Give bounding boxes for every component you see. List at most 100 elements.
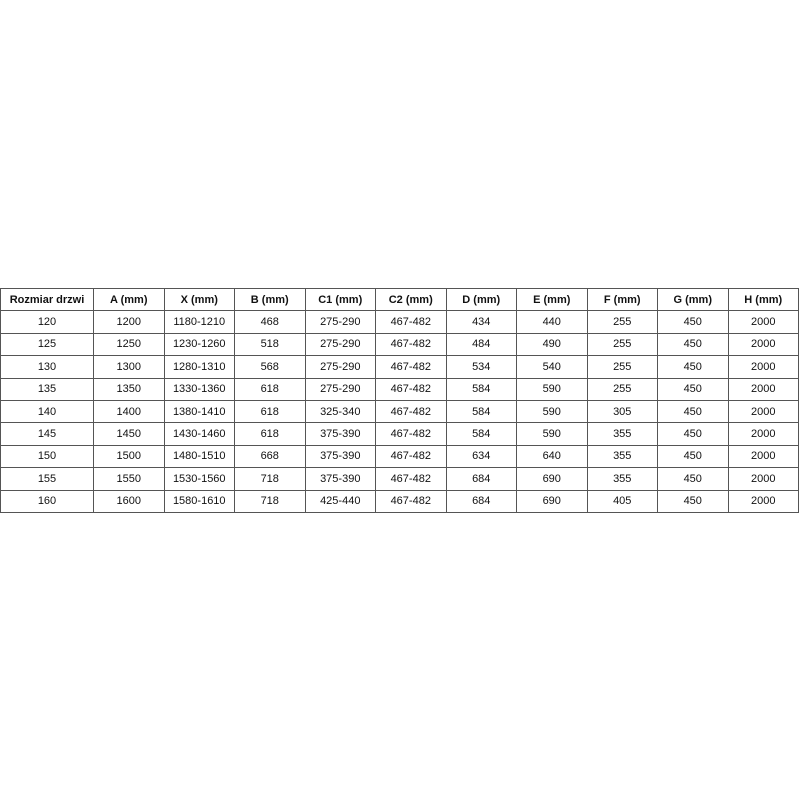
- table-row: 120 1200 1180-1210 468 275-290 467-482 434 440 2…: [0, 310, 799, 334]
- table-cell: 690: [516, 489, 588, 513]
- column-header: D (mm): [445, 287, 517, 312]
- table-cell: 305: [586, 399, 658, 424]
- table-cell: 1400: [93, 399, 165, 424]
- table-cell: 2000: [727, 355, 799, 379]
- table-cell: 355: [586, 444, 658, 469]
- column-header: E (mm): [516, 287, 588, 312]
- table-cell: 2000: [727, 467, 799, 491]
- table-cell: 425-440: [304, 489, 376, 513]
- table-cell: 1250: [93, 332, 165, 357]
- table-cell: 490: [516, 332, 588, 357]
- table-cell: 375-390: [304, 444, 376, 469]
- table-cell: 375-390: [304, 467, 376, 491]
- table-cell: 255: [586, 332, 658, 357]
- table-cell: 355: [586, 422, 658, 446]
- table-cell: 1480-1510: [163, 444, 235, 469]
- table-cell: 684: [445, 489, 517, 513]
- table-cell: 1300: [93, 355, 165, 379]
- table-cell: 450: [657, 489, 729, 513]
- table-cell: 534: [445, 355, 517, 379]
- table-cell: 1380-1410: [163, 399, 235, 424]
- table-cell: 590: [516, 399, 588, 424]
- table-cell: 618: [234, 422, 306, 446]
- table-cell: 450: [657, 399, 729, 424]
- table-cell: 468: [234, 310, 306, 334]
- table-cell: 1280-1310: [163, 355, 235, 379]
- table-cell: 718: [234, 467, 306, 491]
- table-cell: 568: [234, 355, 306, 379]
- table-cell: 2000: [727, 310, 799, 334]
- table-cell: 584: [445, 399, 517, 424]
- dimensions-table: Rozmiar drzwi A (mm) X (mm) B (mm) C1 (mm) C2…: [0, 287, 799, 513]
- table-cell: 618: [234, 399, 306, 424]
- table-cell: 255: [586, 310, 658, 334]
- table-cell: 1330-1360: [163, 377, 235, 401]
- table-cell: 467-482: [375, 444, 447, 469]
- table-cell: 1530-1560: [163, 467, 235, 491]
- table-cell: 1580-1610: [163, 489, 235, 513]
- column-header: Rozmiar drzwi: [0, 287, 94, 312]
- column-header: B (mm): [234, 287, 306, 312]
- table-cell: 130: [0, 355, 94, 379]
- table-cell: 450: [657, 310, 729, 334]
- column-header: C2 (mm): [375, 287, 447, 312]
- table-row: 155 1550 1530-1560 718 375-390 467-482 684 690 3…: [0, 467, 799, 491]
- table-cell: 467-482: [375, 489, 447, 513]
- table-cell: 467-482: [375, 422, 447, 446]
- table-cell: 160: [0, 489, 94, 513]
- table-cell: 1600: [93, 489, 165, 513]
- table-cell: 275-290: [304, 355, 376, 379]
- header-row: Rozmiar drzwi A (mm) X (mm) B (mm) C1 (mm) C2…: [0, 287, 799, 312]
- column-header: H (mm): [727, 287, 799, 312]
- table-cell: 2000: [727, 422, 799, 446]
- table-cell: 540: [516, 355, 588, 379]
- table-cell: 255: [586, 377, 658, 401]
- table-cell: 275-290: [304, 377, 376, 401]
- table-cell: 584: [445, 422, 517, 446]
- table-cell: 120: [0, 310, 94, 334]
- table-cell: 450: [657, 422, 729, 446]
- table-cell: 440: [516, 310, 588, 334]
- table-row: 125 1250 1230-1260 518 275-290 467-482 484 490 2…: [0, 332, 799, 357]
- table-row: 150 1500 1480-1510 668 375-390 467-482 634 640 3…: [0, 444, 799, 469]
- table-cell: 155: [0, 467, 94, 491]
- table-cell: 255: [586, 355, 658, 379]
- table-cell: 467-482: [375, 377, 447, 401]
- table-cell: 634: [445, 444, 517, 469]
- table-row: 130 1300 1280-1310 568 275-290 467-482 534 540 2…: [0, 355, 799, 379]
- table-cell: 405: [586, 489, 658, 513]
- table-cell: 668: [234, 444, 306, 469]
- table-cell: 135: [0, 377, 94, 401]
- table-cell: 1450: [93, 422, 165, 446]
- table-cell: 1230-1260: [163, 332, 235, 357]
- table-cell: 684: [445, 467, 517, 491]
- table-cell: 467-482: [375, 467, 447, 491]
- table-cell: 590: [516, 422, 588, 446]
- table-cell: 467-482: [375, 332, 447, 357]
- table-cell: 467-482: [375, 355, 447, 379]
- table-cell: 467-482: [375, 399, 447, 424]
- table-cell: 1180-1210: [163, 310, 235, 334]
- table-cell: 275-290: [304, 332, 376, 357]
- column-header: A (mm): [93, 287, 165, 312]
- table-cell: 434: [445, 310, 517, 334]
- table-cell: 2000: [727, 332, 799, 357]
- table-cell: 590: [516, 377, 588, 401]
- column-header: C1 (mm): [304, 287, 376, 312]
- table-cell: 450: [657, 467, 729, 491]
- column-header: X (mm): [163, 287, 235, 312]
- table-row: 140 1400 1380-1410 618 325-340 467-482 584 590 3…: [0, 399, 799, 424]
- column-header: G (mm): [657, 287, 729, 312]
- table-cell: 1550: [93, 467, 165, 491]
- table-cell: 2000: [727, 444, 799, 469]
- table-cell: 275-290: [304, 310, 376, 334]
- table-cell: 618: [234, 377, 306, 401]
- column-header: F (mm): [586, 287, 658, 312]
- table-cell: 2000: [727, 489, 799, 513]
- table-cell: 450: [657, 444, 729, 469]
- table-row: 160 1600 1580-1610 718 425-440 467-482 684 690 4…: [0, 489, 799, 513]
- table-cell: 150: [0, 444, 94, 469]
- table-cell: 2000: [727, 377, 799, 401]
- table-cell: 718: [234, 489, 306, 513]
- table-cell: 467-482: [375, 310, 447, 334]
